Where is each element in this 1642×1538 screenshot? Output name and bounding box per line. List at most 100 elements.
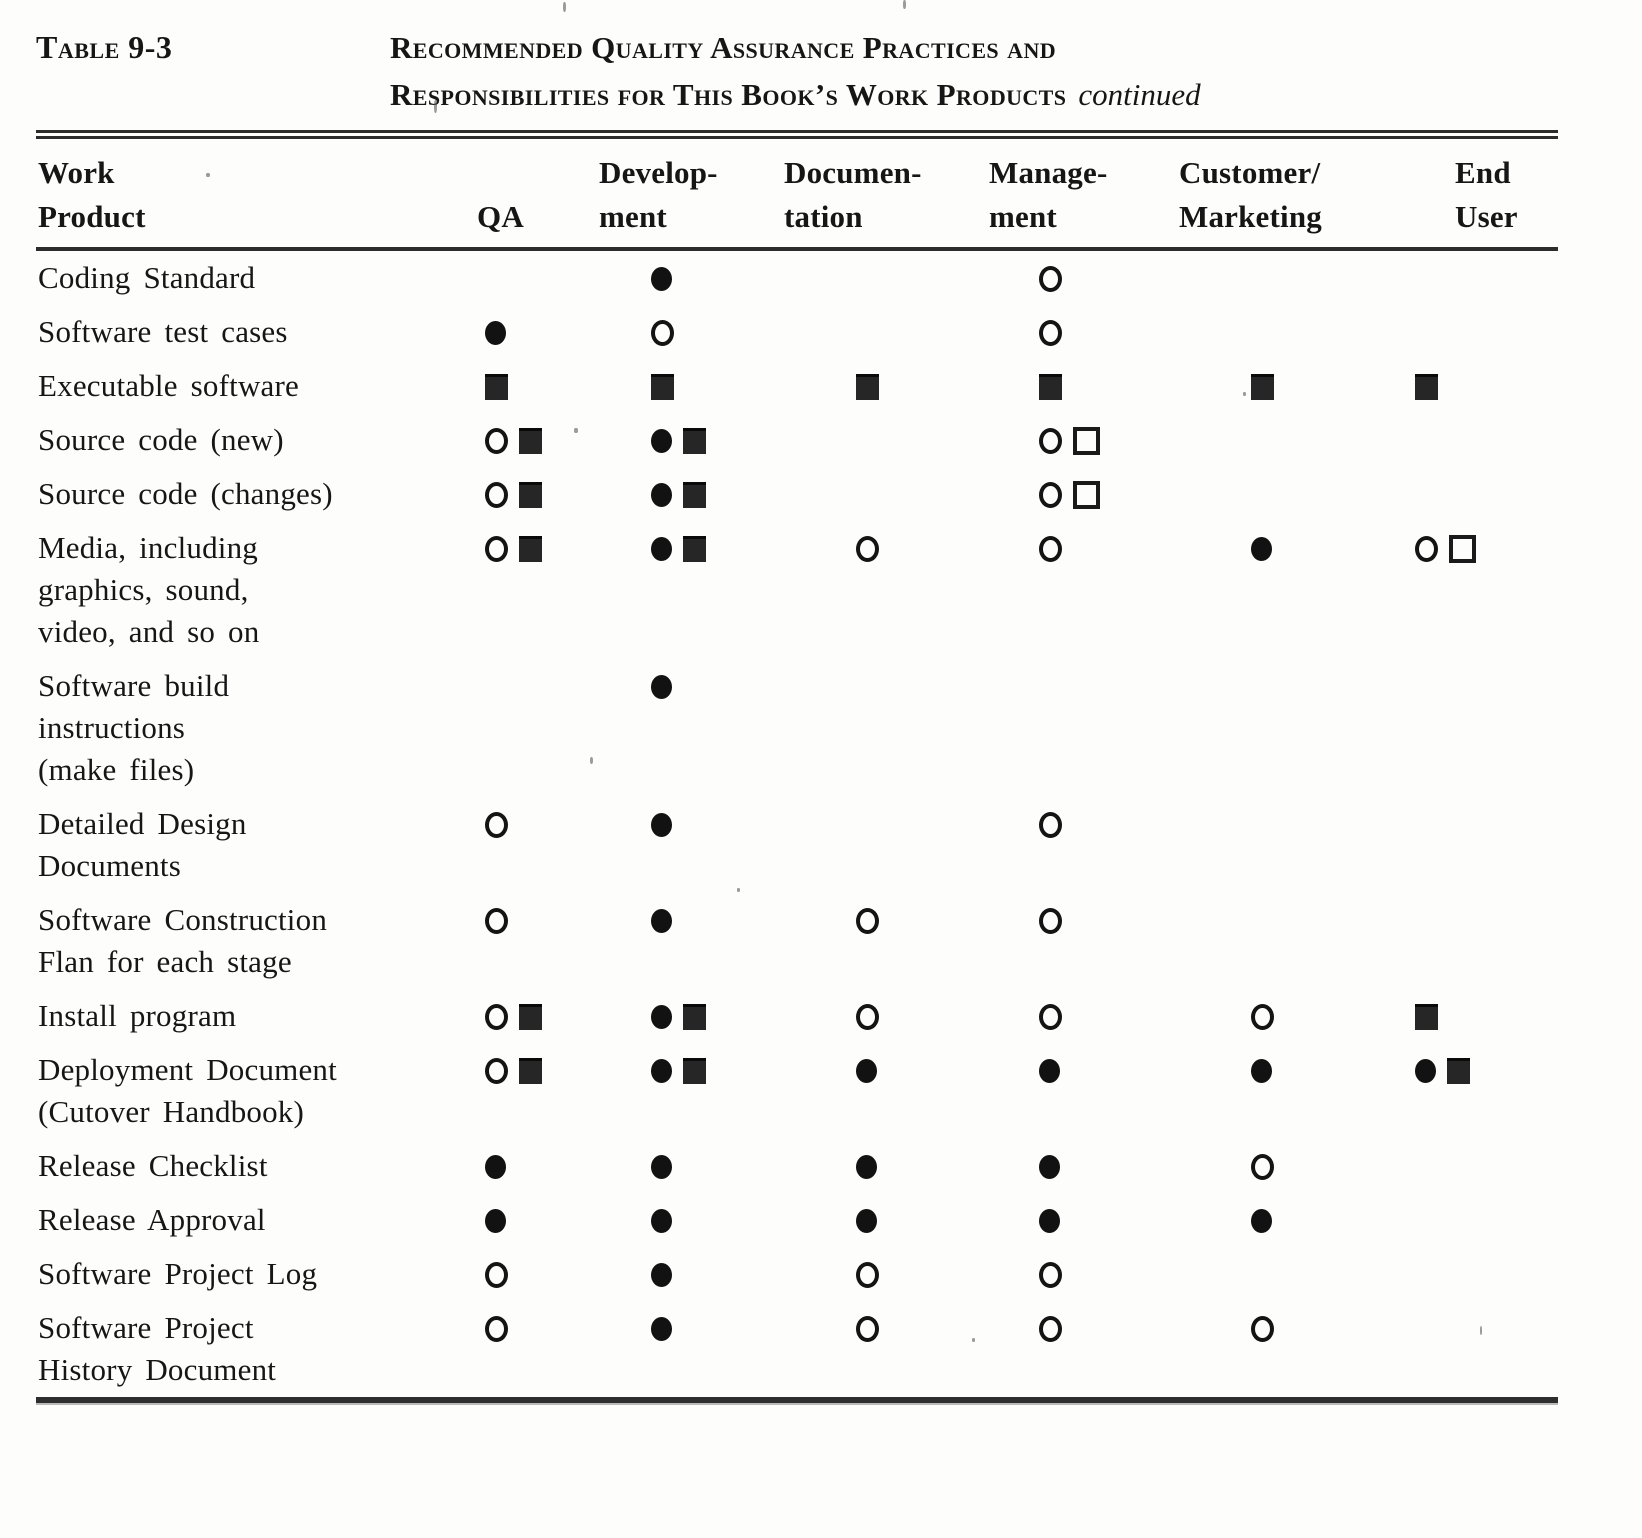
work-product-line: Release Checklist (38, 1148, 268, 1183)
work-product-cell: Media, including graphics, sound, video, a… (36, 521, 461, 659)
filled-square-symbol (1415, 1003, 1438, 1030)
table-row: Source code (changes) (36, 467, 1558, 521)
filled-circle-symbol (485, 1208, 506, 1233)
work-product-cell: Executable software (36, 359, 461, 413)
work-product-cell: Coding Standard (36, 249, 461, 305)
open-circle-symbol (856, 1261, 879, 1288)
work-product-cell: Software Project History Document (36, 1301, 461, 1400)
responsibility-cell-end-user (1391, 797, 1558, 893)
responsibility-cell-qa (461, 1043, 591, 1139)
responsibility-cell-customer-marketing (1171, 467, 1391, 521)
responsibility-cell-management (981, 1247, 1171, 1301)
table-row: Release Checklist (36, 1139, 1558, 1193)
work-product-line: Flan for each stage (38, 944, 292, 979)
filled-square-symbol (1447, 1057, 1470, 1084)
filled-square-symbol (519, 481, 542, 508)
responsibility-cell-development (591, 1301, 776, 1400)
filled-circle-symbol (651, 1208, 672, 1233)
open-circle-symbol (485, 1315, 508, 1342)
responsibility-cell-end-user (1391, 1139, 1558, 1193)
column-header-line: Work (38, 155, 115, 190)
column-header-line: Customer/ (1179, 155, 1321, 190)
responsibility-cell-qa (461, 467, 591, 521)
filled-square-symbol (519, 535, 542, 562)
filled-square-symbol (683, 1003, 706, 1030)
work-product-cell: Software Project Log (36, 1247, 461, 1301)
filled-circle-symbol (651, 536, 672, 561)
responsibility-cell-documentation (776, 1139, 981, 1193)
filled-circle-symbol (856, 1154, 877, 1179)
open-circle-symbol (485, 481, 508, 508)
responsibility-cell-documentation (776, 467, 981, 521)
work-product-cell: Software build instructions (make files) (36, 659, 461, 797)
open-circle-symbol (1039, 811, 1062, 838)
column-header-line: Manage- (989, 155, 1108, 190)
filled-circle-symbol (1251, 1058, 1272, 1083)
column-header-line: QA (477, 199, 524, 234)
table-header: Work Product QA Develop-ment Documen-tation M… (36, 130, 1558, 251)
work-product-cell: Source code (changes) (36, 467, 461, 521)
responsibility-cell-qa (461, 521, 591, 659)
open-circle-symbol (1251, 1153, 1274, 1180)
open-circle-symbol (1039, 427, 1062, 454)
responsibility-cell-documentation (776, 893, 981, 989)
filled-square-symbol (519, 1057, 542, 1084)
responsibility-cell-customer-marketing (1171, 413, 1391, 467)
responsibility-cell-development (591, 249, 776, 305)
responsibility-cell-documentation (776, 1043, 981, 1139)
responsibility-cell-customer-marketing (1171, 659, 1391, 797)
responsibility-cell-end-user (1391, 1043, 1558, 1139)
responsibility-cell-customer-marketing (1171, 797, 1391, 893)
work-product-line: History Document (38, 1352, 277, 1387)
column-header-customer-marketing: Customer/Marketing (1171, 130, 1391, 251)
filled-circle-symbol (651, 266, 672, 291)
responsibility-cell-management (981, 1301, 1171, 1400)
filled-circle-symbol (651, 674, 672, 699)
responsibility-cell-qa (461, 989, 591, 1043)
filled-circle-symbol (856, 1058, 877, 1083)
work-product-line: Documents (38, 848, 181, 883)
work-product-cell: Software Construction Flan for each stage (36, 893, 461, 989)
work-product-cell: Deployment Document (Cutover Handbook) (36, 1043, 461, 1139)
open-circle-symbol (1039, 535, 1062, 562)
filled-circle-symbol (651, 482, 672, 507)
table-row: Coding Standard (36, 249, 1558, 305)
table-row: Software build instructions (make files) (36, 659, 1558, 797)
responsibility-cell-development (591, 521, 776, 659)
work-product-line: Install program (38, 998, 237, 1033)
table-row: Software Construction Flan for each stage (36, 893, 1558, 989)
table-row: Media, including graphics, sound, video, a… (36, 521, 1558, 659)
table-number-label: Table 9-3 (36, 29, 173, 65)
filled-square-symbol (651, 373, 674, 400)
responsibility-cell-qa (461, 797, 591, 893)
responsibility-cell-qa (461, 305, 591, 359)
table-row: Source code (new) (36, 413, 1558, 467)
open-circle-symbol (1039, 481, 1062, 508)
responsibility-cell-documentation (776, 1193, 981, 1247)
filled-square-symbol (683, 481, 706, 508)
filled-circle-symbol (856, 1208, 877, 1233)
responsibility-cell-customer-marketing (1171, 989, 1391, 1043)
open-circle-symbol (1039, 265, 1062, 292)
responsibility-cell-customer-marketing (1171, 305, 1391, 359)
responsibility-cell-customer-marketing (1171, 1139, 1391, 1193)
filled-circle-symbol (651, 428, 672, 453)
responsibility-cell-management (981, 893, 1171, 989)
responsibility-cell-management (981, 413, 1171, 467)
responsibility-cell-documentation (776, 413, 981, 467)
filled-square-symbol (519, 1003, 542, 1030)
column-header-end-user: End User (1391, 130, 1558, 251)
table-row: Software Project Log (36, 1247, 1558, 1301)
filled-square-symbol (856, 373, 879, 400)
responsibility-cell-end-user (1391, 989, 1558, 1043)
filled-circle-symbol (651, 1316, 672, 1341)
open-circle-symbol (1251, 1315, 1274, 1342)
open-circle-symbol (1039, 1315, 1062, 1342)
work-product-line: graphics, sound, (38, 572, 249, 607)
work-product-line: Software build (38, 668, 230, 703)
responsibility-cell-development (591, 989, 776, 1043)
table-row: Release Approval (36, 1193, 1558, 1247)
responsibility-cell-development (591, 413, 776, 467)
responsibility-cell-documentation (776, 1247, 981, 1301)
